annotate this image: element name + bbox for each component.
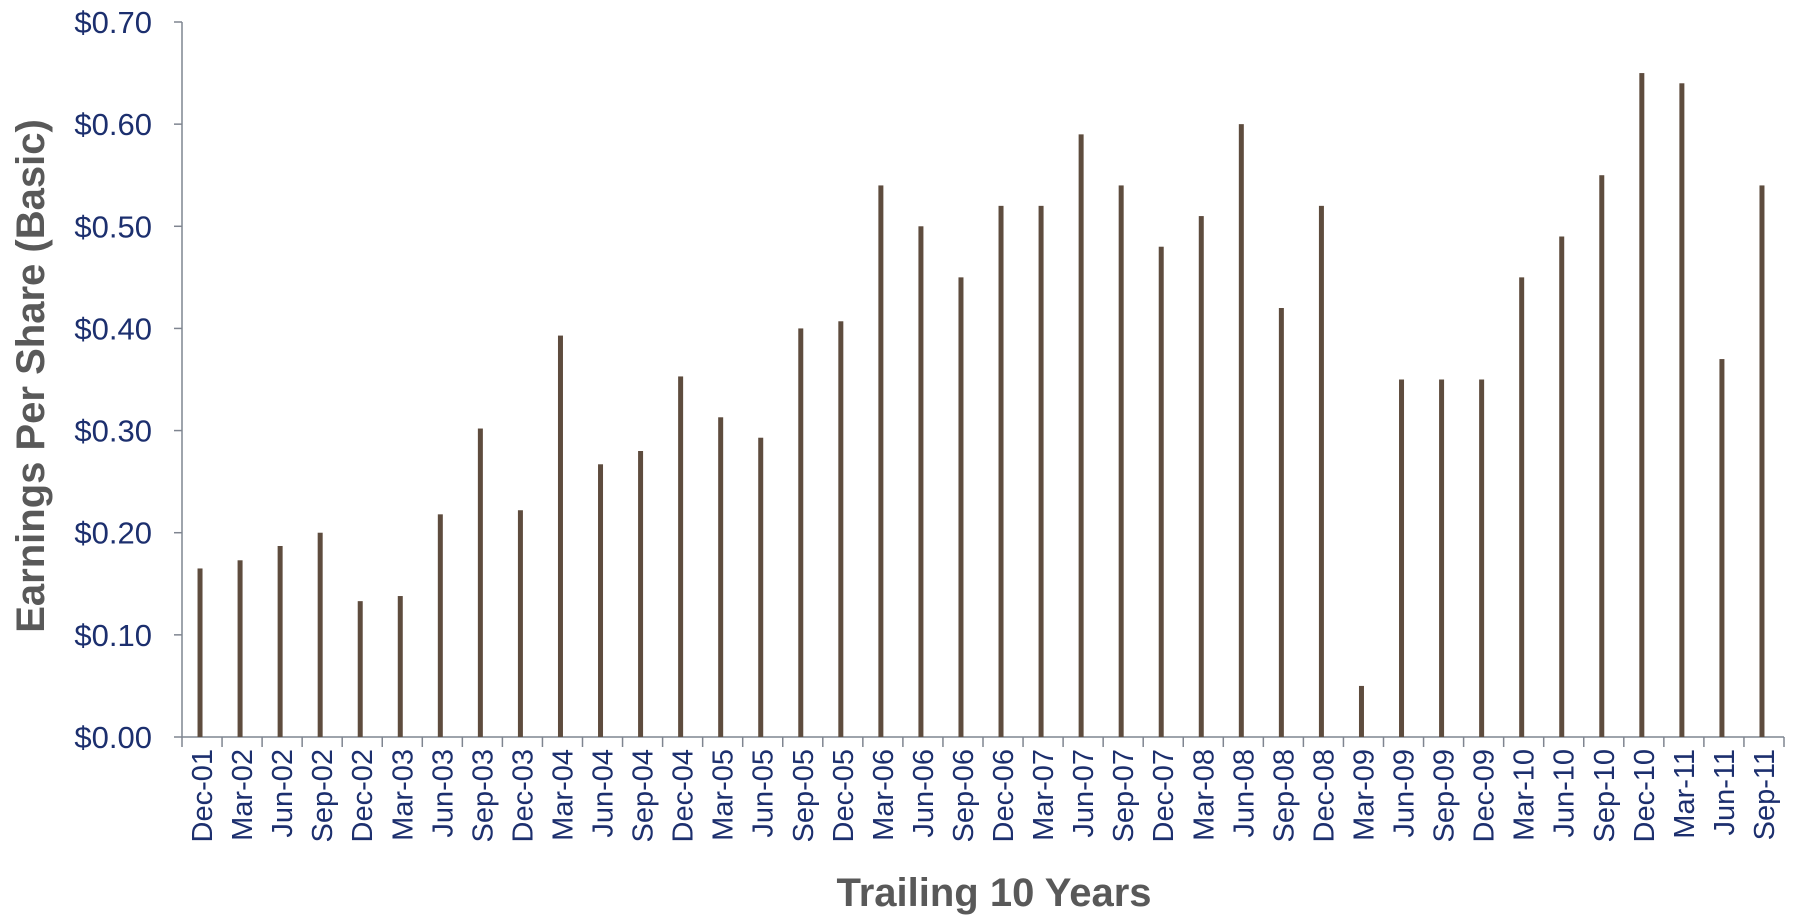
bar-Mar-02 <box>237 560 243 737</box>
bar-Dec-06 <box>998 205 1004 737</box>
y-tick-label: $0.10 <box>74 618 152 653</box>
bar-Jun-06 <box>918 226 924 738</box>
y-tick-label: $0.60 <box>74 107 152 142</box>
x-tick-label: Mar-03 <box>387 749 419 841</box>
bar-Dec-01 <box>197 568 203 737</box>
bar-Mar-08 <box>1198 216 1204 738</box>
y-tick-label: $0.20 <box>74 516 152 551</box>
y-axis: $0.00 $0.10 $0.20 $0.30 $0.40 $0.50 $0.60 $0.70 <box>74 5 183 755</box>
x-axis-title: Trailing 10 Years <box>836 871 1151 915</box>
x-tick-label: Jun-02 <box>267 749 299 838</box>
bar-Jun-08 <box>1238 124 1244 737</box>
x-tick-label: Jun-10 <box>1549 749 1581 838</box>
x-tick-label: Dec-06 <box>988 749 1020 843</box>
bar-Mar-04 <box>557 335 563 737</box>
x-tick-label: Dec-02 <box>347 749 379 843</box>
y-tick-label: $0.50 <box>74 209 152 244</box>
bar-Dec-03 <box>517 510 523 737</box>
x-tick-label: Mar-04 <box>547 749 579 841</box>
bar-Dec-05 <box>838 321 844 737</box>
bar-Mar-10 <box>1519 277 1525 737</box>
bar-Dec-09 <box>1479 379 1485 737</box>
bar-Mar-06 <box>878 185 884 737</box>
bar-Sep-04 <box>638 451 644 737</box>
bar-Sep-05 <box>798 328 804 737</box>
bar-Mar-03 <box>397 596 403 737</box>
x-tick-label: Dec-07 <box>1148 749 1180 843</box>
bar-Jun-11 <box>1719 359 1725 737</box>
bar-Mar-11 <box>1679 83 1685 738</box>
bar-Dec-02 <box>357 601 363 737</box>
y-tick-label: $0.00 <box>74 720 152 755</box>
bar-Sep-07 <box>1118 185 1124 737</box>
y-axis-title: Earnings Per Share (Basic) <box>9 119 53 633</box>
x-tick-label: Jun-11 <box>1709 749 1741 836</box>
x-tick-label: Sep-07 <box>1108 749 1140 843</box>
y-tick-label: $0.30 <box>74 414 152 449</box>
x-axis: Dec-01 Mar-02 Jun-02 Sep-02 Dec-02 Mar-03 Jun-… <box>181 736 1785 843</box>
bar-Mar-09 <box>1358 685 1364 737</box>
x-tick-label: Sep-05 <box>788 749 820 843</box>
x-tick-label: Jun-06 <box>908 749 940 838</box>
x-tick-label: Sep-03 <box>467 749 499 843</box>
bars <box>197 73 1765 738</box>
x-tick-label: Mar-06 <box>868 749 900 841</box>
x-tick-label: Jun-08 <box>1228 749 1260 838</box>
x-tick-label: Mar-05 <box>708 749 740 841</box>
x-tick-label: Sep-09 <box>1429 749 1461 843</box>
bar-Jun-02 <box>277 545 283 737</box>
bar-Dec-07 <box>1158 246 1164 737</box>
bar-Sep-11 <box>1759 185 1765 737</box>
bar-Dec-08 <box>1318 205 1324 737</box>
bar-Sep-03 <box>477 428 483 737</box>
x-tick-label: Mar-08 <box>1188 749 1220 841</box>
y-tick-label: $0.40 <box>74 311 152 346</box>
x-tick-label: Dec-09 <box>1469 749 1501 843</box>
x-tick-label: Sep-11 <box>1749 749 1781 840</box>
bar-Mar-05 <box>718 417 724 737</box>
bar-Jun-09 <box>1399 379 1405 737</box>
x-tick-label: Mar-09 <box>1348 749 1380 841</box>
x-tick-label: Mar-10 <box>1509 749 1541 841</box>
x-tick-label: Sep-08 <box>1268 749 1300 843</box>
bar-Sep-09 <box>1439 379 1445 737</box>
bar-Mar-07 <box>1038 205 1044 737</box>
bar-Dec-04 <box>678 376 684 737</box>
bar-Dec-10 <box>1639 73 1645 738</box>
x-tick-label: Dec-08 <box>1308 749 1340 843</box>
x-tick-label: Dec-03 <box>507 749 539 843</box>
x-tick-label: Mar-02 <box>227 749 259 841</box>
x-tick-label: Dec-05 <box>828 749 860 843</box>
bar-Sep-02 <box>317 532 323 737</box>
x-tick-label: Sep-10 <box>1589 749 1621 843</box>
x-tick-label: Sep-04 <box>628 749 660 843</box>
x-tick-label: Sep-06 <box>948 749 980 843</box>
x-tick-label: Jun-03 <box>427 749 459 838</box>
x-tick-label: Sep-02 <box>307 749 339 843</box>
bar-Jun-07 <box>1078 134 1084 737</box>
x-tick-label: Dec-04 <box>668 749 700 843</box>
x-tick-label: Dec-01 <box>187 749 219 843</box>
x-tick-label: Jun-07 <box>1068 749 1100 838</box>
bar-Sep-08 <box>1278 308 1284 737</box>
x-tick-label: Mar-07 <box>1028 749 1060 841</box>
bar-Jun-05 <box>758 437 764 737</box>
x-tick-label: Jun-05 <box>748 749 780 838</box>
bar-Jun-04 <box>598 464 604 737</box>
x-tick-label: Jun-09 <box>1389 749 1421 838</box>
x-tick-label: Jun-04 <box>588 749 620 838</box>
bar-Jun-03 <box>437 514 443 737</box>
bar-Jun-10 <box>1559 236 1565 737</box>
y-tick-label: $0.70 <box>74 5 152 40</box>
x-tick-label: Dec-10 <box>1629 749 1661 843</box>
x-tick-label: Mar-11 <box>1669 749 1701 839</box>
bar-Sep-06 <box>958 277 964 737</box>
bar-Sep-10 <box>1599 175 1605 737</box>
